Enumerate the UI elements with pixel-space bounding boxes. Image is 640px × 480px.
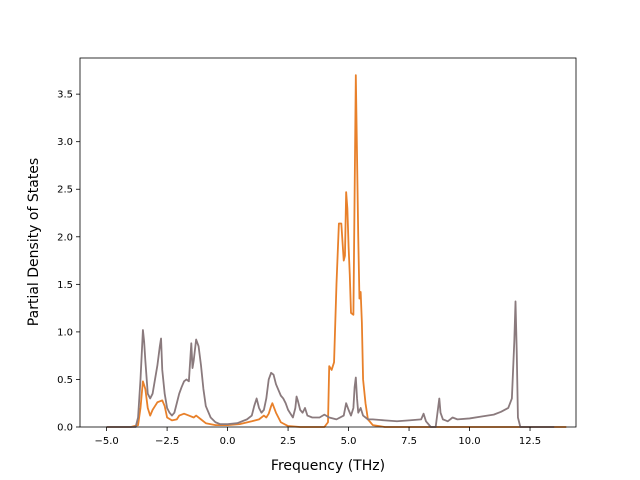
series-line-1 [106,74,567,428]
y-axis: 0.0 0.5 1.0 1.5 2.0 2.5 3.0 3.5 [57,90,80,434]
x-axis: −5.0 −2.5 0.0 2.5 5.0 7.5 10.0 12.5 [94,427,541,447]
x-axis-title: Frequency (THz) [271,458,385,474]
plot-background [80,58,576,427]
y-tick-label: 3.0 [57,137,73,148]
y-tick-label: 1.5 [57,280,73,291]
x-tick-label: 2.5 [280,436,296,447]
y-tick-label: 2.0 [57,232,73,243]
series-layer [106,74,567,428]
x-tick-label: −5.0 [94,436,118,447]
y-tick-label: 3.5 [57,90,73,101]
x-tick-label: 7.5 [401,436,417,447]
y-axis-title: Partial Density of States [26,158,42,326]
x-tick-label: 12.5 [519,436,541,447]
x-tick-label: 10.0 [458,436,480,447]
x-tick-label: 5.0 [341,436,357,447]
y-tick-label: 0.5 [57,375,73,386]
y-tick-label: 2.5 [57,185,73,196]
plot-frame [79,57,577,428]
x-tick-label: 0.0 [220,436,236,447]
series-line-2 [106,300,555,428]
y-tick-label: 1.0 [57,327,73,338]
x-tick-label: −2.5 [155,436,179,447]
y-tick-label: 0.0 [57,423,73,434]
